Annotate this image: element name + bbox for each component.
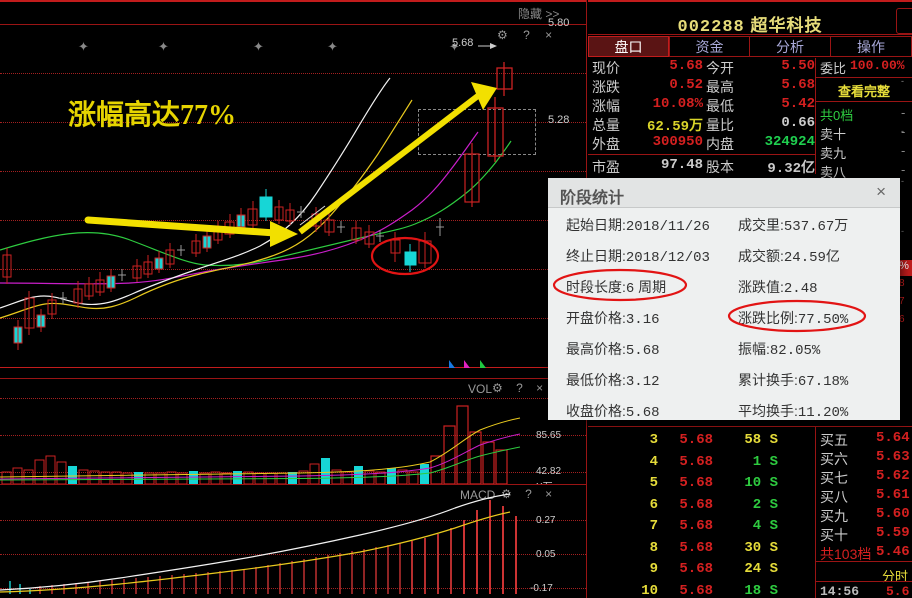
svg-text:5.68: 5.68 xyxy=(452,37,473,49)
